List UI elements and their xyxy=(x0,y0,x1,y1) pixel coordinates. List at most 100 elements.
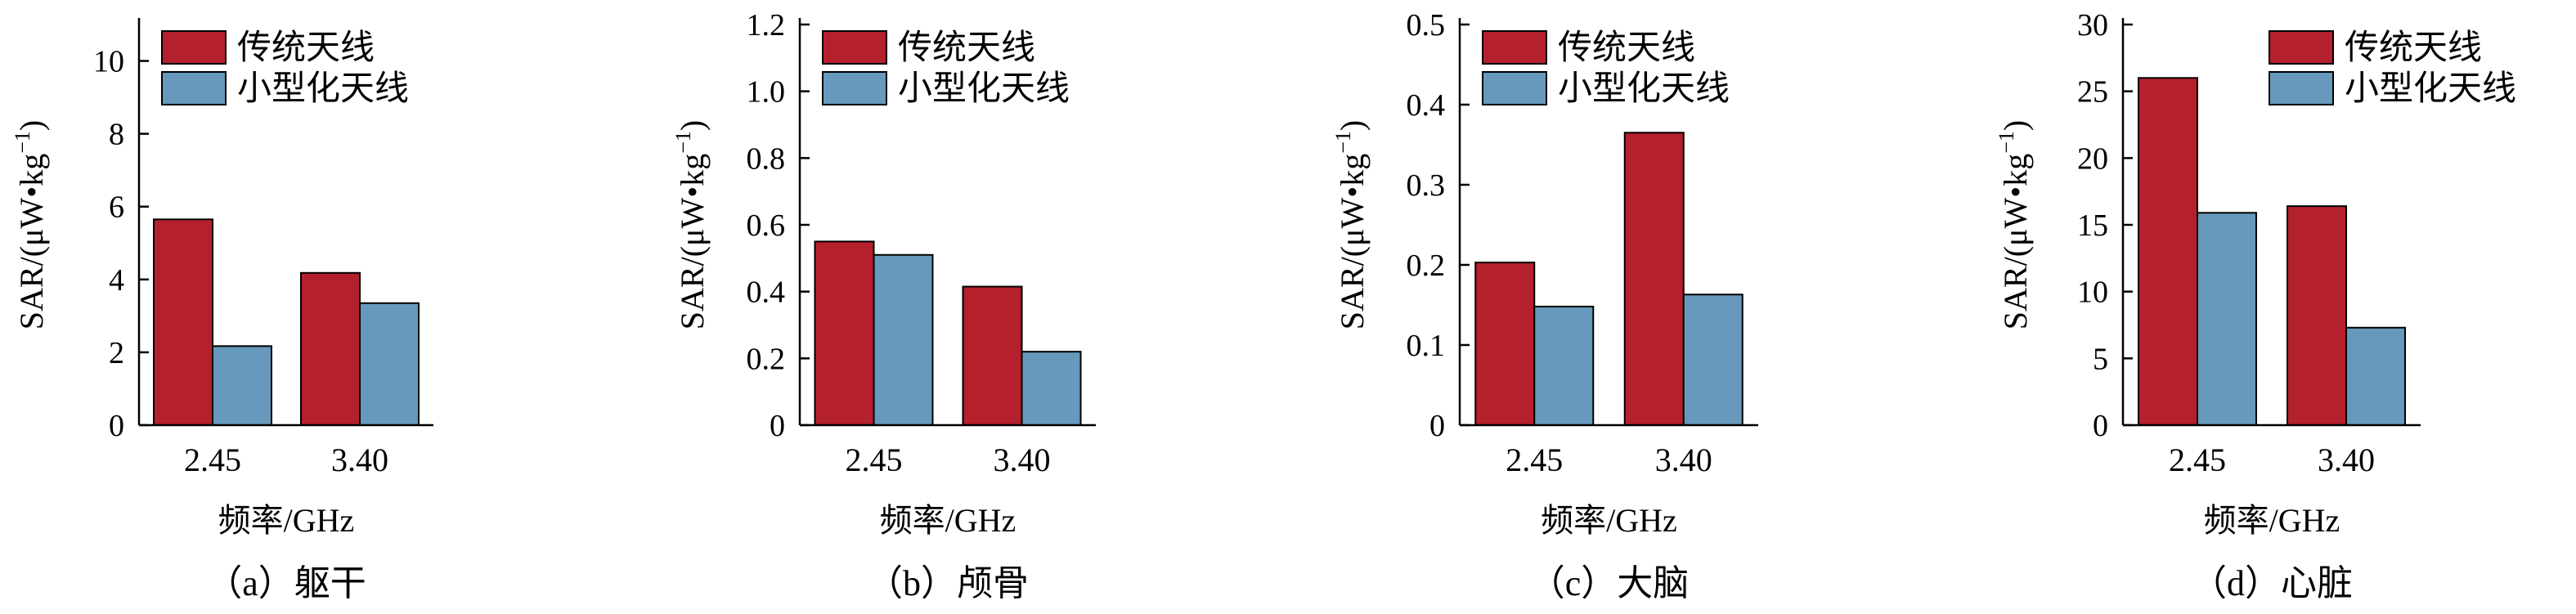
y-axis-label-unit: kg xyxy=(1997,154,2034,186)
y-axis-label-main: SAR/(μW xyxy=(674,198,711,330)
panel-caption: （a）躯干 xyxy=(206,563,366,603)
y-tick-label: 5 xyxy=(2093,342,2108,376)
y-axis-label: SAR/(μW•kg−1) xyxy=(1995,120,2034,329)
legend-label-traditional: 传统天线 xyxy=(2345,29,2482,67)
y-tick-label: 10 xyxy=(2077,276,2108,310)
y-axis-label-sup: −1 xyxy=(1331,131,1355,154)
panel-caption: （b）颅骨 xyxy=(867,563,1029,603)
y-tick-label: 1.2 xyxy=(747,8,786,43)
y-axis-label: SAR/(μW•kg−1) xyxy=(11,120,50,329)
chart-panel-3: 2.45 3.40 0 0.1 0.2 0.3 0.4 0.5 SAR/(μW•kg−1) 频率/… xyxy=(1331,8,1758,603)
y-tick-label: 2 xyxy=(109,336,124,370)
x-tick-label: 2.45 xyxy=(1506,441,1563,478)
y-axis-label-unit: kg xyxy=(1334,154,1371,186)
panel-caption: （c）大脑 xyxy=(1529,563,1690,603)
y-axis-label-close: ) xyxy=(674,120,711,131)
bar-miniaturized-3.40 xyxy=(2345,326,2406,426)
legend-label-miniaturized: 小型化天线 xyxy=(1558,70,1730,108)
bar-miniaturized-3.40 xyxy=(1682,294,1744,427)
legend-label-traditional: 传统天线 xyxy=(237,29,375,67)
bar-traditional-2.45 xyxy=(2138,77,2198,426)
y-tick-label: 0.6 xyxy=(747,208,786,243)
y-tick-label: 6 xyxy=(109,190,124,225)
y-axis-label-main: SAR/(μW xyxy=(13,198,50,330)
x-axis-label: 频率/GHz xyxy=(218,502,355,539)
y-axis-label-unit: kg xyxy=(674,154,711,186)
y-tick-label: 0 xyxy=(770,409,785,443)
y-tick-label: 15 xyxy=(2077,208,2108,243)
y-tick-label: 25 xyxy=(2077,75,2108,110)
y-axis-label-main: SAR/(μW xyxy=(1334,198,1371,330)
y-axis-label-dot: • xyxy=(674,186,711,198)
legend-label-miniaturized: 小型化天线 xyxy=(2345,70,2516,108)
y-tick-label: 30 xyxy=(2077,8,2108,43)
y-tick-label: 0.3 xyxy=(1407,168,1446,203)
y-axis-label-sup: −1 xyxy=(671,131,695,154)
x-axis-label: 频率/GHz xyxy=(880,502,1016,539)
legend-label-traditional: 传统天线 xyxy=(898,29,1035,67)
x-tick-label: 2.45 xyxy=(2169,441,2226,478)
chart-panel-1: 2.45 3.40 0 2 4 6 8 10 SAR/(μW•kg−1) 频率/GHz （a）躯干 传… xyxy=(11,18,433,603)
y-tick-label: 0.8 xyxy=(747,141,786,176)
legend-label-traditional: 传统天线 xyxy=(1558,29,1695,67)
legend-label-miniaturized: 小型化天线 xyxy=(237,70,409,108)
x-tick-label: 2.45 xyxy=(846,441,903,478)
legend-swatch-traditional xyxy=(2269,30,2334,65)
x-axis-label: 频率/GHz xyxy=(1541,502,1677,539)
bar-traditional-2.45 xyxy=(1474,262,1536,426)
bar-traditional-3.40 xyxy=(2287,205,2347,426)
x-axis-label: 频率/GHz xyxy=(2204,502,2340,539)
y-tick-label: 4 xyxy=(109,263,124,298)
legend-swatch-miniaturized xyxy=(161,71,227,105)
y-tick-label: 1.0 xyxy=(747,75,786,110)
x-tick-label: 3.40 xyxy=(331,441,388,478)
y-axis-label-dot: • xyxy=(13,186,50,198)
legend-swatch-traditional xyxy=(1482,30,1547,65)
y-axis-label-close: ) xyxy=(1334,120,1371,131)
bar-miniaturized-3.40 xyxy=(359,302,420,427)
y-tick-label: 20 xyxy=(2077,141,2108,176)
x-tick-label: 3.40 xyxy=(994,441,1051,478)
bar-traditional-3.40 xyxy=(962,285,1023,426)
y-axis-label-sup: −1 xyxy=(1995,131,2018,154)
legend-swatch-miniaturized xyxy=(2269,71,2334,105)
bar-traditional-2.45 xyxy=(814,240,875,426)
bar-miniaturized-2.45 xyxy=(2197,212,2257,426)
x-tick-label: 3.40 xyxy=(1655,441,1712,478)
y-tick-label: 0.5 xyxy=(1407,8,1446,43)
panel-caption: （d）心脏 xyxy=(2191,563,2353,603)
y-axis-label-dot: • xyxy=(1997,186,2034,198)
legend-swatch-miniaturized xyxy=(822,71,887,105)
y-axis-label-close: ) xyxy=(13,120,50,131)
y-tick-label: 0.2 xyxy=(747,342,786,376)
y-tick-label: 0.1 xyxy=(1407,329,1446,363)
chart-panel-4: 2.45 3.40 0 5 10 15 20 25 30 SAR/(μW•kg−1) 频率/GHz （… xyxy=(1995,8,2516,603)
legend-swatch-traditional xyxy=(822,30,887,65)
legend-label-miniaturized: 小型化天线 xyxy=(898,70,1070,108)
bar-miniaturized-2.45 xyxy=(873,253,934,426)
y-tick-label: 0 xyxy=(1429,409,1445,443)
y-tick-label: 10 xyxy=(93,45,124,79)
y-axis-label: SAR/(μW•kg−1) xyxy=(1331,120,1371,329)
legend-swatch-miniaturized xyxy=(1482,71,1547,105)
legend-swatch-traditional xyxy=(161,30,227,65)
chart-panel-2: 2.45 3.40 0 0.2 0.4 0.6 0.8 1.0 1.2 SAR/(μW•kg−1)… xyxy=(671,8,1096,603)
x-tick-label: 3.40 xyxy=(2318,441,2375,478)
bar-miniaturized-2.45 xyxy=(212,345,272,426)
y-tick-label: 0.4 xyxy=(1407,88,1446,123)
y-tick-label: 8 xyxy=(109,118,124,152)
bar-traditional-3.40 xyxy=(1623,132,1685,427)
y-axis-label-dot: • xyxy=(1334,186,1371,198)
y-axis-label-close: ) xyxy=(1997,120,2034,131)
y-tick-label: 0 xyxy=(109,409,124,443)
y-tick-label: 0 xyxy=(2093,409,2108,443)
y-axis-label: SAR/(μW•kg−1) xyxy=(671,120,711,329)
bar-miniaturized-2.45 xyxy=(1533,305,1595,426)
y-axis-label-main: SAR/(μW xyxy=(1997,198,2034,330)
bar-traditional-2.45 xyxy=(153,218,213,426)
y-axis-label-unit: kg xyxy=(13,154,50,186)
